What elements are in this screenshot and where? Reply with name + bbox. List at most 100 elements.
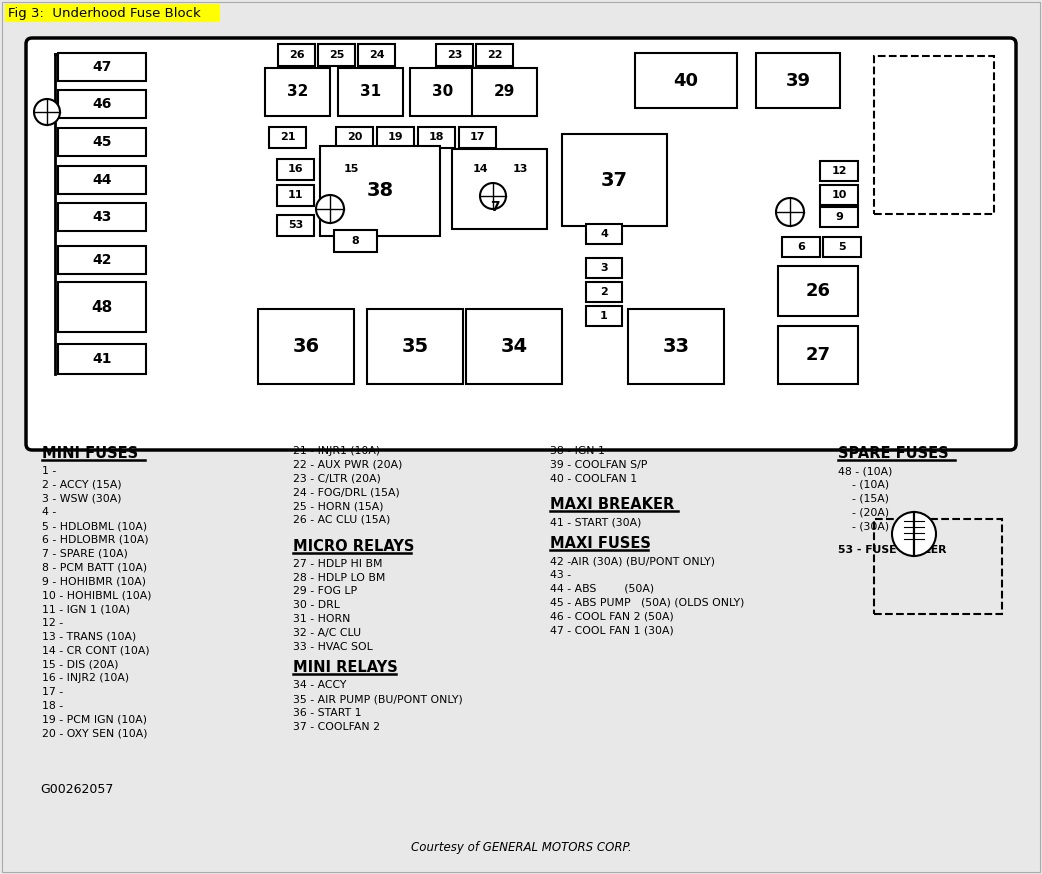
FancyBboxPatch shape	[58, 90, 146, 118]
FancyBboxPatch shape	[635, 53, 737, 108]
Text: 32: 32	[287, 85, 308, 100]
FancyBboxPatch shape	[318, 44, 355, 66]
Circle shape	[480, 183, 506, 209]
Text: 6 - HDLOBMR (10A): 6 - HDLOBMR (10A)	[42, 535, 149, 545]
FancyBboxPatch shape	[756, 53, 840, 108]
Text: 29: 29	[494, 85, 515, 100]
FancyBboxPatch shape	[377, 127, 414, 148]
FancyBboxPatch shape	[418, 127, 455, 148]
FancyBboxPatch shape	[466, 309, 562, 384]
Text: 9 - HOHIBMR (10A): 9 - HOHIBMR (10A)	[42, 576, 146, 586]
Text: 19 - PCM IGN (10A): 19 - PCM IGN (10A)	[42, 714, 147, 725]
Text: 22: 22	[487, 50, 502, 60]
FancyBboxPatch shape	[58, 246, 146, 274]
FancyBboxPatch shape	[258, 309, 354, 384]
Text: 16: 16	[288, 164, 303, 175]
Text: 32 - A/C CLU: 32 - A/C CLU	[293, 628, 362, 638]
Text: 7 - SPARE (10A): 7 - SPARE (10A)	[42, 549, 128, 558]
Text: 40: 40	[673, 72, 698, 89]
FancyBboxPatch shape	[820, 161, 858, 181]
Text: 11: 11	[288, 191, 303, 200]
Text: MAXI BREAKER: MAXI BREAKER	[550, 497, 674, 512]
Text: 17 -: 17 -	[42, 687, 64, 697]
Text: 42: 42	[93, 253, 111, 267]
Text: 20: 20	[347, 133, 363, 142]
Text: 9: 9	[835, 212, 843, 222]
FancyBboxPatch shape	[586, 258, 622, 278]
FancyBboxPatch shape	[277, 159, 314, 180]
Text: 15: 15	[343, 164, 358, 175]
Text: 41 - START (30A): 41 - START (30A)	[550, 517, 642, 527]
Text: 24: 24	[369, 50, 384, 60]
FancyBboxPatch shape	[562, 134, 667, 226]
Text: 28 - HDLP LO BM: 28 - HDLP LO BM	[293, 572, 386, 583]
Text: 5 - HDLOBML (10A): 5 - HDLOBML (10A)	[42, 521, 147, 531]
Text: MINI RELAYS: MINI RELAYS	[293, 661, 398, 676]
Text: 27: 27	[805, 346, 830, 364]
Wedge shape	[914, 512, 936, 556]
FancyBboxPatch shape	[58, 128, 146, 156]
FancyBboxPatch shape	[58, 282, 146, 332]
FancyBboxPatch shape	[820, 207, 858, 227]
FancyBboxPatch shape	[320, 146, 440, 236]
FancyBboxPatch shape	[458, 127, 496, 148]
Text: - (15A): - (15A)	[838, 494, 889, 503]
Text: 48 - (10A): 48 - (10A)	[838, 466, 892, 476]
Text: 39: 39	[786, 72, 811, 89]
FancyBboxPatch shape	[58, 53, 146, 81]
FancyBboxPatch shape	[58, 344, 146, 374]
Text: SPARE FUSES: SPARE FUSES	[838, 446, 948, 461]
Text: 35 - AIR PUMP (BU/PONT ONLY): 35 - AIR PUMP (BU/PONT ONLY)	[293, 694, 463, 704]
Wedge shape	[892, 512, 914, 556]
Text: MICRO RELAYS: MICRO RELAYS	[293, 538, 415, 554]
Text: 2 - ACCY (15A): 2 - ACCY (15A)	[42, 480, 122, 489]
Text: 21 - INJR1 (10A): 21 - INJR1 (10A)	[293, 446, 380, 456]
Text: 42 -AIR (30A) (BU/PONT ONLY): 42 -AIR (30A) (BU/PONT ONLY)	[550, 556, 715, 566]
Text: 12: 12	[832, 166, 847, 176]
FancyBboxPatch shape	[336, 127, 373, 148]
Text: 1 -: 1 -	[42, 466, 56, 476]
Text: 10: 10	[832, 190, 847, 200]
Text: 39 - COOLFAN S/P: 39 - COOLFAN S/P	[550, 460, 647, 470]
Circle shape	[34, 99, 60, 125]
Text: MAXI FUSES: MAXI FUSES	[550, 537, 651, 551]
Text: 19: 19	[388, 133, 403, 142]
Text: 14 - CR CONT (10A): 14 - CR CONT (10A)	[42, 645, 150, 656]
Text: 30 - DRL: 30 - DRL	[293, 600, 340, 610]
Text: 40 - COOLFAN 1: 40 - COOLFAN 1	[550, 474, 637, 483]
Text: 18: 18	[428, 133, 444, 142]
Text: 53 - FUSE PULLER: 53 - FUSE PULLER	[838, 545, 946, 555]
Text: 46: 46	[93, 97, 111, 111]
FancyBboxPatch shape	[269, 127, 306, 148]
Text: 44: 44	[93, 173, 111, 187]
FancyBboxPatch shape	[782, 237, 820, 257]
FancyBboxPatch shape	[265, 68, 330, 116]
Text: 53: 53	[288, 220, 303, 231]
Text: 6: 6	[797, 242, 804, 252]
Text: 34 - ACCY: 34 - ACCY	[293, 680, 346, 690]
Text: 20 - OXY SEN (10A): 20 - OXY SEN (10A)	[42, 728, 148, 739]
Text: 4: 4	[600, 229, 607, 239]
Text: 13 - TRANS (10A): 13 - TRANS (10A)	[42, 632, 137, 642]
FancyBboxPatch shape	[320, 159, 382, 180]
Text: 22 - AUX PWR (20A): 22 - AUX PWR (20A)	[293, 460, 402, 470]
FancyBboxPatch shape	[778, 266, 858, 316]
Text: 3: 3	[600, 263, 607, 273]
FancyBboxPatch shape	[338, 68, 403, 116]
Text: 31 - HORN: 31 - HORN	[293, 614, 350, 624]
Text: 43: 43	[93, 210, 111, 224]
Text: 33 - HVAC SOL: 33 - HVAC SOL	[293, 642, 373, 652]
FancyBboxPatch shape	[278, 44, 315, 66]
Text: 48: 48	[92, 300, 113, 315]
Text: 23 - C/LTR (20A): 23 - C/LTR (20A)	[293, 474, 381, 483]
Text: 18 -: 18 -	[42, 701, 64, 711]
Text: 15 - DIS (20A): 15 - DIS (20A)	[42, 659, 119, 669]
Text: 4 -: 4 -	[42, 508, 56, 517]
Text: 25 - HORN (15A): 25 - HORN (15A)	[293, 501, 383, 511]
Text: 24 - FOG/DRL (15A): 24 - FOG/DRL (15A)	[293, 488, 400, 497]
Text: - (20A): - (20A)	[838, 508, 889, 517]
Text: 26 - AC CLU (15A): 26 - AC CLU (15A)	[293, 515, 391, 525]
FancyBboxPatch shape	[26, 38, 1016, 450]
Text: 17: 17	[470, 133, 486, 142]
Text: 37 - COOLFAN 2: 37 - COOLFAN 2	[293, 722, 380, 732]
